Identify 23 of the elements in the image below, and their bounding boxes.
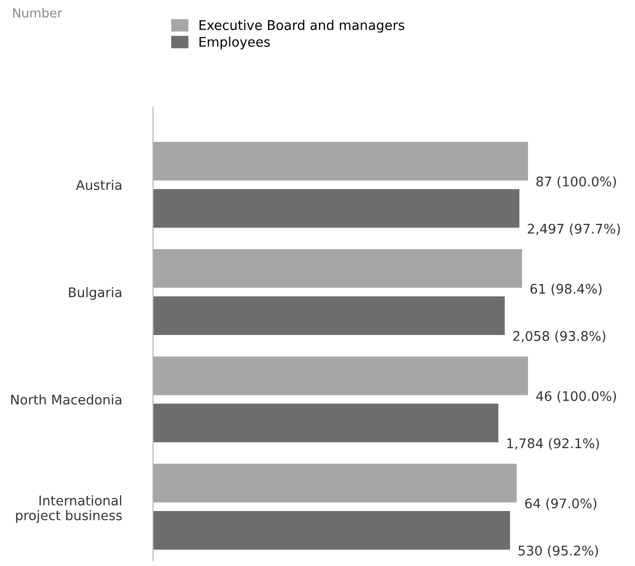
data-label: 1,784 (92.1%) [507, 438, 599, 450]
data-label: 530 (95.2%) [518, 545, 598, 558]
bar [153, 356, 528, 396]
bar [153, 249, 522, 288]
bar [153, 510, 510, 550]
bar [153, 404, 498, 442]
data-label: 46 (100.0%) [536, 390, 616, 403]
y-tick-label: Bulgaria [69, 287, 122, 300]
y-tick-label: Austria [76, 180, 122, 190]
data-label: 64 (97.0%) [525, 498, 596, 510]
bar [153, 189, 520, 228]
data-label: 87 (100.0%) [536, 176, 616, 188]
legend-label: Employees [200, 36, 270, 50]
bar [153, 296, 505, 336]
bar [153, 142, 528, 181]
text: Number [13, 8, 62, 18]
y-tick-label: International project business [16, 495, 122, 523]
data-label: 61 (98.4%) [530, 284, 602, 296]
legend-label: Executive Board and managers [200, 20, 404, 33]
bar [153, 464, 517, 502]
y-tick-label: North Macedonia [11, 394, 122, 405]
data-label: 2,058 (93.8%) [513, 330, 606, 343]
data-label: 2,497 (97.7%) [528, 223, 620, 236]
